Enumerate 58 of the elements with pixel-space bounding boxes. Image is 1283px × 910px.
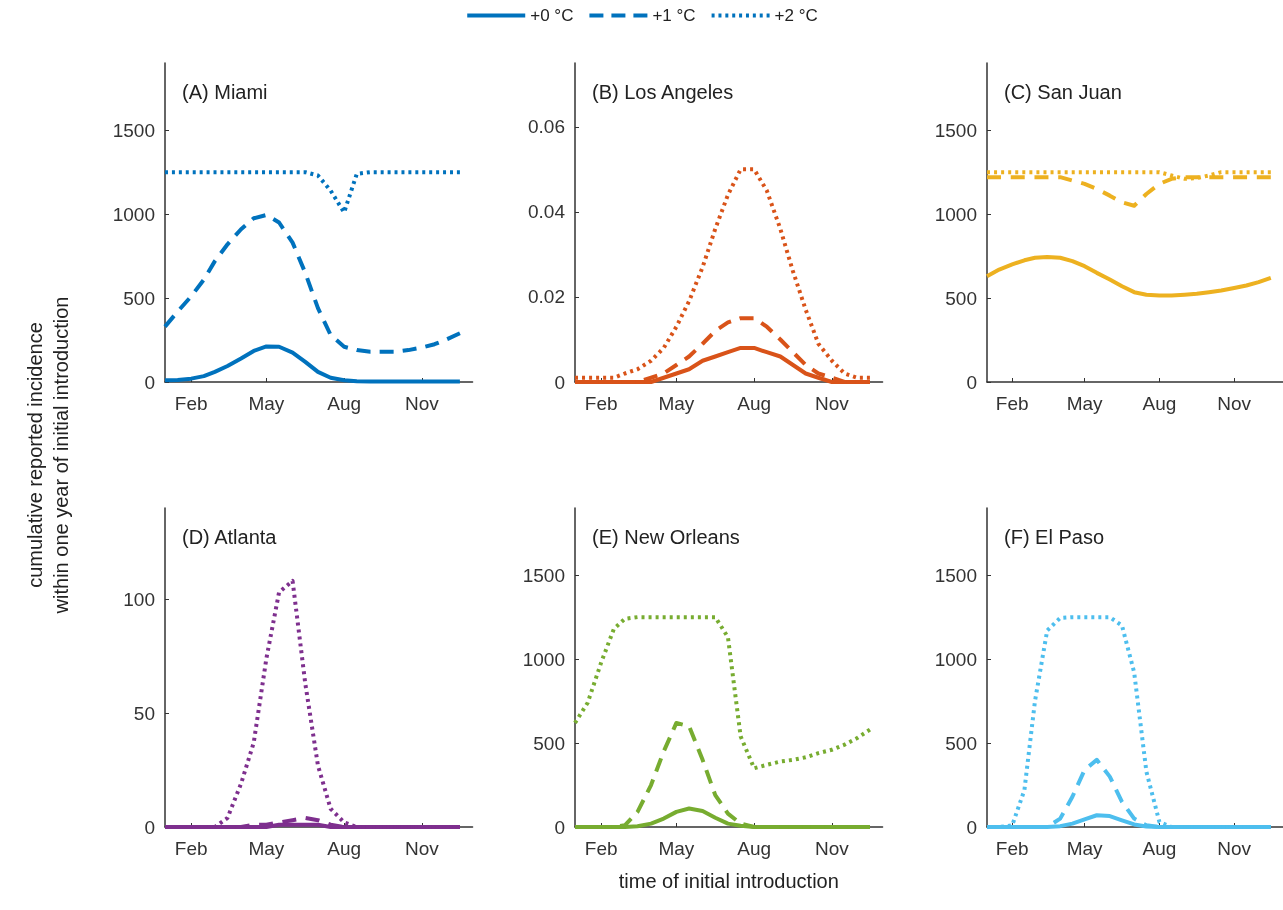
text: (F) El Paso [1004, 526, 1105, 548]
text: (D) Atlanta [182, 526, 278, 548]
y-tick-label: 500 [123, 287, 155, 309]
x-tick-label: May [248, 838, 285, 859]
x-tick-label: Aug [1142, 838, 1177, 859]
y-tick-label: 0.02 [528, 286, 565, 308]
y-tick-label: 0 [966, 371, 977, 393]
x-tick-label: Nov [1217, 393, 1252, 414]
x-tick-label: Nov [404, 393, 440, 414]
y-tick-label: 1000 [934, 648, 977, 670]
x-tick-label: May [1066, 838, 1104, 859]
legend-label: +0 °C [530, 6, 574, 25]
y-axis-title: cumulative reported incidence within one year of initial introduction [24, 296, 72, 615]
y-tick-label: 1000 [934, 203, 977, 225]
x-tick-label: May [658, 838, 695, 859]
legend-label: +2 °C [774, 6, 818, 25]
y-tick-label: 0 [966, 816, 977, 838]
x-tick-label: Aug [737, 393, 772, 414]
y-tick-label: 0 [554, 816, 565, 838]
x-tick-label: Nov [814, 838, 850, 859]
x-tick-label: May [248, 393, 285, 414]
y-tick-label: 1500 [112, 119, 155, 141]
y-tick-label: 1500 [934, 119, 977, 141]
y-tick-label: 100 [123, 588, 155, 610]
y-tick-label: 0 [144, 371, 155, 393]
y-tick-label: 500 [533, 732, 565, 754]
text: (C) San Juan [1004, 81, 1122, 103]
text: (A) Miami [182, 81, 268, 103]
x-tick-label: Aug [327, 838, 362, 859]
text: (E) New Orleans [592, 526, 740, 548]
legend-label: +1 °C [652, 6, 696, 25]
y-tick-label: 1000 [112, 203, 155, 225]
y-tick-label: 0.06 [528, 116, 565, 138]
y-tick-label: 1500 [522, 564, 565, 586]
x-tick-label: Aug [1142, 393, 1177, 414]
y-tick-label: 0 [554, 371, 565, 393]
x-tick-label: Feb [174, 838, 208, 859]
x-tick-label: Feb [995, 838, 1029, 859]
x-tick-label: Nov [814, 393, 850, 414]
y-tick-label: 1500 [934, 564, 977, 586]
x-tick-label: Feb [584, 393, 618, 414]
x-tick-label: Aug [327, 393, 362, 414]
x-tick-label: Nov [1217, 838, 1252, 859]
y-tick-label: 500 [945, 732, 977, 754]
x-tick-label: May [1066, 393, 1104, 414]
x-axis-title: time of initial introduction [618, 870, 839, 892]
x-tick-label: Aug [737, 838, 772, 859]
y-tick-label: 0 [144, 816, 155, 838]
x-tick-label: Nov [404, 838, 440, 859]
text: (B) Los Angeles [592, 81, 734, 103]
y-tick-label: 500 [945, 287, 977, 309]
x-tick-label: Feb [174, 393, 208, 414]
x-tick-label: May [658, 393, 695, 414]
x-tick-label: Feb [584, 838, 618, 859]
y-tick-label: 50 [133, 702, 155, 724]
y-tick-label: 1000 [522, 648, 565, 670]
y-tick-label: 0.04 [528, 201, 566, 223]
x-tick-label: Feb [995, 393, 1029, 414]
